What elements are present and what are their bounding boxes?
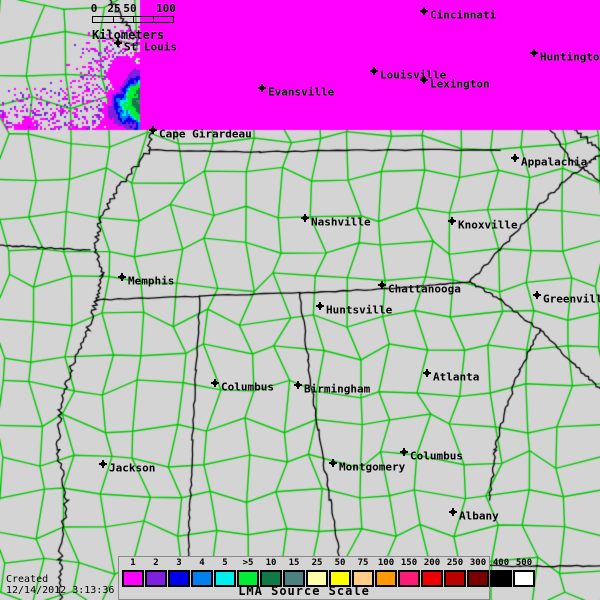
city-label-atlanta: Atlanta xyxy=(433,370,480,384)
legend-label-150: 150 xyxy=(400,558,418,568)
legend-label-300: 300 xyxy=(469,558,487,568)
city-label-huntsville: Huntsville xyxy=(326,303,393,317)
scale-ticks: 0 25 50 100 xyxy=(90,2,178,15)
city-marker-huntington xyxy=(530,49,538,57)
city-label-jackson: Jackson xyxy=(109,461,156,475)
legend-swatches xyxy=(122,570,535,587)
legend-label-10: 10 xyxy=(265,558,277,568)
legend-label-500: 500 xyxy=(515,558,533,568)
legend-label-400: 400 xyxy=(492,558,510,568)
scale-tick-50: 50 xyxy=(123,2,137,15)
city-label-louisville: Louisville xyxy=(380,68,447,82)
legend-label-3: 3 xyxy=(176,558,182,568)
city-label-albany: Albany xyxy=(459,509,499,523)
city-marker-columbus xyxy=(400,448,408,456)
city-label-birmingham: Birmingham xyxy=(304,382,371,396)
city-label-greenville: Greenville xyxy=(543,292,600,306)
city-marker-louisville xyxy=(370,67,378,75)
legend-swatch-15 xyxy=(283,570,305,587)
legend-swatch-75 xyxy=(352,570,374,587)
legend-label-75: 75 xyxy=(357,558,369,568)
city-marker-greenville xyxy=(533,291,541,299)
legend-label-1: 1 xyxy=(130,558,136,568)
city-label-chattanooga: Chattanooga xyxy=(388,282,461,296)
city-marker-montgomery xyxy=(329,459,337,467)
city-label-montgomery: Montgomery xyxy=(339,460,406,474)
city-label-columbus: Columbus xyxy=(221,380,274,394)
city-marker-st-louis xyxy=(114,39,122,47)
color-scale-legend: 1 2 3 4 5 >5 10 15 25 50 75 100 150 200 250 300 400 500 L… xyxy=(118,556,535,600)
city-marker-birmingham xyxy=(294,381,302,389)
legend-swatch-2 xyxy=(145,570,167,587)
legend-label-200: 200 xyxy=(423,558,441,568)
city-label-lexington: Lexington xyxy=(430,77,490,91)
legend-swatch-25 xyxy=(306,570,328,587)
city-marker-memphis xyxy=(118,273,126,281)
legend-swatch-100 xyxy=(375,570,397,587)
legend-swatch-400 xyxy=(490,570,512,587)
legend-label-2: 2 xyxy=(153,558,159,568)
legend-label-4: 4 xyxy=(199,558,205,568)
city-label-appalachia: Appalachia xyxy=(521,155,588,169)
legend-swatch-300 xyxy=(467,570,489,587)
city-marker-appalachia xyxy=(511,154,519,162)
city-label-columbus: Columbus xyxy=(410,449,463,463)
city-marker-albany xyxy=(449,508,457,516)
legend-tick-labels: 1 2 3 4 5 >5 10 15 25 50 75 100 150 200 250 300 400 500 xyxy=(122,558,535,569)
legend-label-250: 250 xyxy=(446,558,464,568)
city-marker-evansville xyxy=(258,84,266,92)
legend-swatch-200 xyxy=(421,570,443,587)
city-marker-huntsville xyxy=(316,302,324,310)
scale-bar-line xyxy=(92,16,174,23)
distance-scale-bar: 0 25 50 100 xyxy=(90,2,178,32)
legend-title: LMA Source Scale xyxy=(238,584,370,598)
city-marker-lexington xyxy=(420,76,428,84)
legend-swatch-500 xyxy=(513,570,535,587)
city-marker-chattanooga xyxy=(378,281,386,289)
city-marker-nashville xyxy=(301,214,309,222)
city-marker-knoxville xyxy=(448,217,456,225)
legend-swatch-150 xyxy=(398,570,420,587)
city-label-nashville: Nashville xyxy=(311,215,371,229)
city-marker-jackson xyxy=(99,460,107,468)
legend-label-100: 100 xyxy=(377,558,395,568)
legend-label-5: 5 xyxy=(222,558,228,568)
created-timestamp: 12/14/2012 3:13:36 xyxy=(6,585,115,596)
legend-label-25: 25 xyxy=(311,558,323,568)
city-label-knoxville: Knoxville xyxy=(458,218,518,232)
legend-label->5: >5 xyxy=(242,558,254,568)
city-label-st-louis: St Louis xyxy=(124,40,177,54)
city-marker-columbus xyxy=(211,379,219,387)
legend-label-15: 15 xyxy=(288,558,300,568)
scale-tick-100: 100 xyxy=(156,2,176,15)
city-label-huntington: Huntington xyxy=(540,50,600,64)
scale-tick-0: 0 xyxy=(90,2,98,15)
created-label: Created xyxy=(6,574,49,585)
legend-swatch-10 xyxy=(260,570,282,587)
legend-swatch->5 xyxy=(237,570,259,587)
scale-unit-label: Kilometers xyxy=(92,28,165,42)
legend-swatch-5 xyxy=(214,570,236,587)
created-stamp: Created 12/14/2012 3:13:36 xyxy=(6,574,114,596)
city-label-memphis: Memphis xyxy=(128,274,175,288)
city-marker-cincinnati xyxy=(420,7,428,15)
city-label-cape-girardeau: Cape Girardeau xyxy=(159,127,252,141)
city-marker-cape-girardeau xyxy=(149,126,157,134)
legend-swatch-50 xyxy=(329,570,351,587)
city-marker-atlanta xyxy=(423,369,431,377)
legend-label-50: 50 xyxy=(334,558,346,568)
legend-swatch-3 xyxy=(168,570,190,587)
scale-tick-25: 25 xyxy=(107,2,121,15)
city-label-cincinnati: Cincinnati xyxy=(430,8,497,22)
legend-swatch-1 xyxy=(122,570,144,587)
legend-swatch-250 xyxy=(444,570,466,587)
city-label-evansville: Evansville xyxy=(268,85,335,99)
legend-swatch-4 xyxy=(191,570,213,587)
